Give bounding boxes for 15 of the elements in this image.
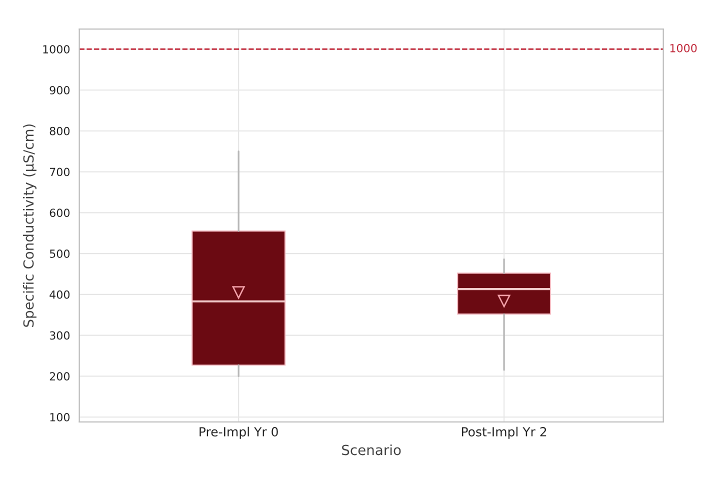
y-tick-label: 700 xyxy=(50,168,70,176)
y-axis-title: Specific Conductivity (µS/cm) xyxy=(23,124,36,327)
ref-line-label: 1000 xyxy=(670,44,697,52)
y-tick-label: 400 xyxy=(50,290,70,299)
y-tick-label: 1000 xyxy=(43,45,70,54)
y-tick-label: 800 xyxy=(50,126,70,136)
y-tick-label: 300 xyxy=(50,331,70,340)
y-tick-label: 100 xyxy=(50,413,70,422)
x-tick-label: Post-Impl Yr 2 xyxy=(462,426,546,439)
y-tick-label: 500 xyxy=(50,250,70,258)
x-axis-title: Scenario xyxy=(342,444,401,456)
y-tick-label: 600 xyxy=(50,208,70,218)
y-tick-label: 200 xyxy=(50,372,70,381)
x-tick-label: Pre-Impl Yr 0 xyxy=(200,426,278,439)
y-tick-label: 900 xyxy=(50,86,70,94)
